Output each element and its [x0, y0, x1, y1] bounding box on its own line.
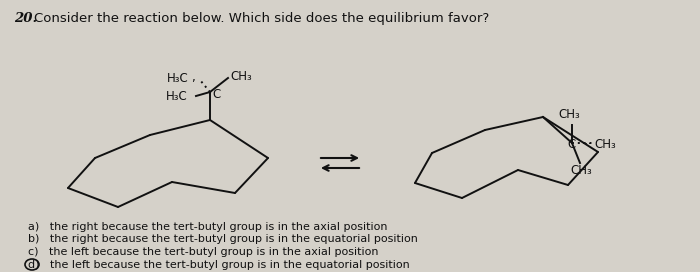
- Text: H₃C: H₃C: [167, 72, 189, 85]
- Text: CH₃: CH₃: [570, 165, 592, 178]
- Text: C: C: [567, 138, 575, 152]
- Text: c)   the left because the tert-butyl group is in the axial position: c) the left because the tert-butyl group…: [28, 247, 379, 257]
- Text: b)   the right because the tert-butyl group is in the equatorial position: b) the right because the tert-butyl grou…: [28, 234, 418, 245]
- Text: CH₃: CH₃: [558, 109, 580, 122]
- Text: C: C: [212, 88, 220, 101]
- Text: H₃C: H₃C: [166, 91, 188, 104]
- Text: ,: ,: [191, 72, 195, 85]
- Text: CH₃: CH₃: [594, 138, 616, 150]
- Text: ···: ···: [582, 139, 591, 149]
- Text: Consider the reaction below. Which side does the equilibrium favor?: Consider the reaction below. Which side …: [34, 12, 489, 25]
- Text: CH₃: CH₃: [230, 70, 252, 84]
- Text: a)   the right because the tert-butyl group is in the axial position: a) the right because the tert-butyl grou…: [28, 222, 388, 232]
- Text: 20.: 20.: [14, 12, 37, 25]
- Text: d)   the left because the tert-butyl group is in the equatorial position: d) the left because the tert-butyl group…: [28, 259, 409, 270]
